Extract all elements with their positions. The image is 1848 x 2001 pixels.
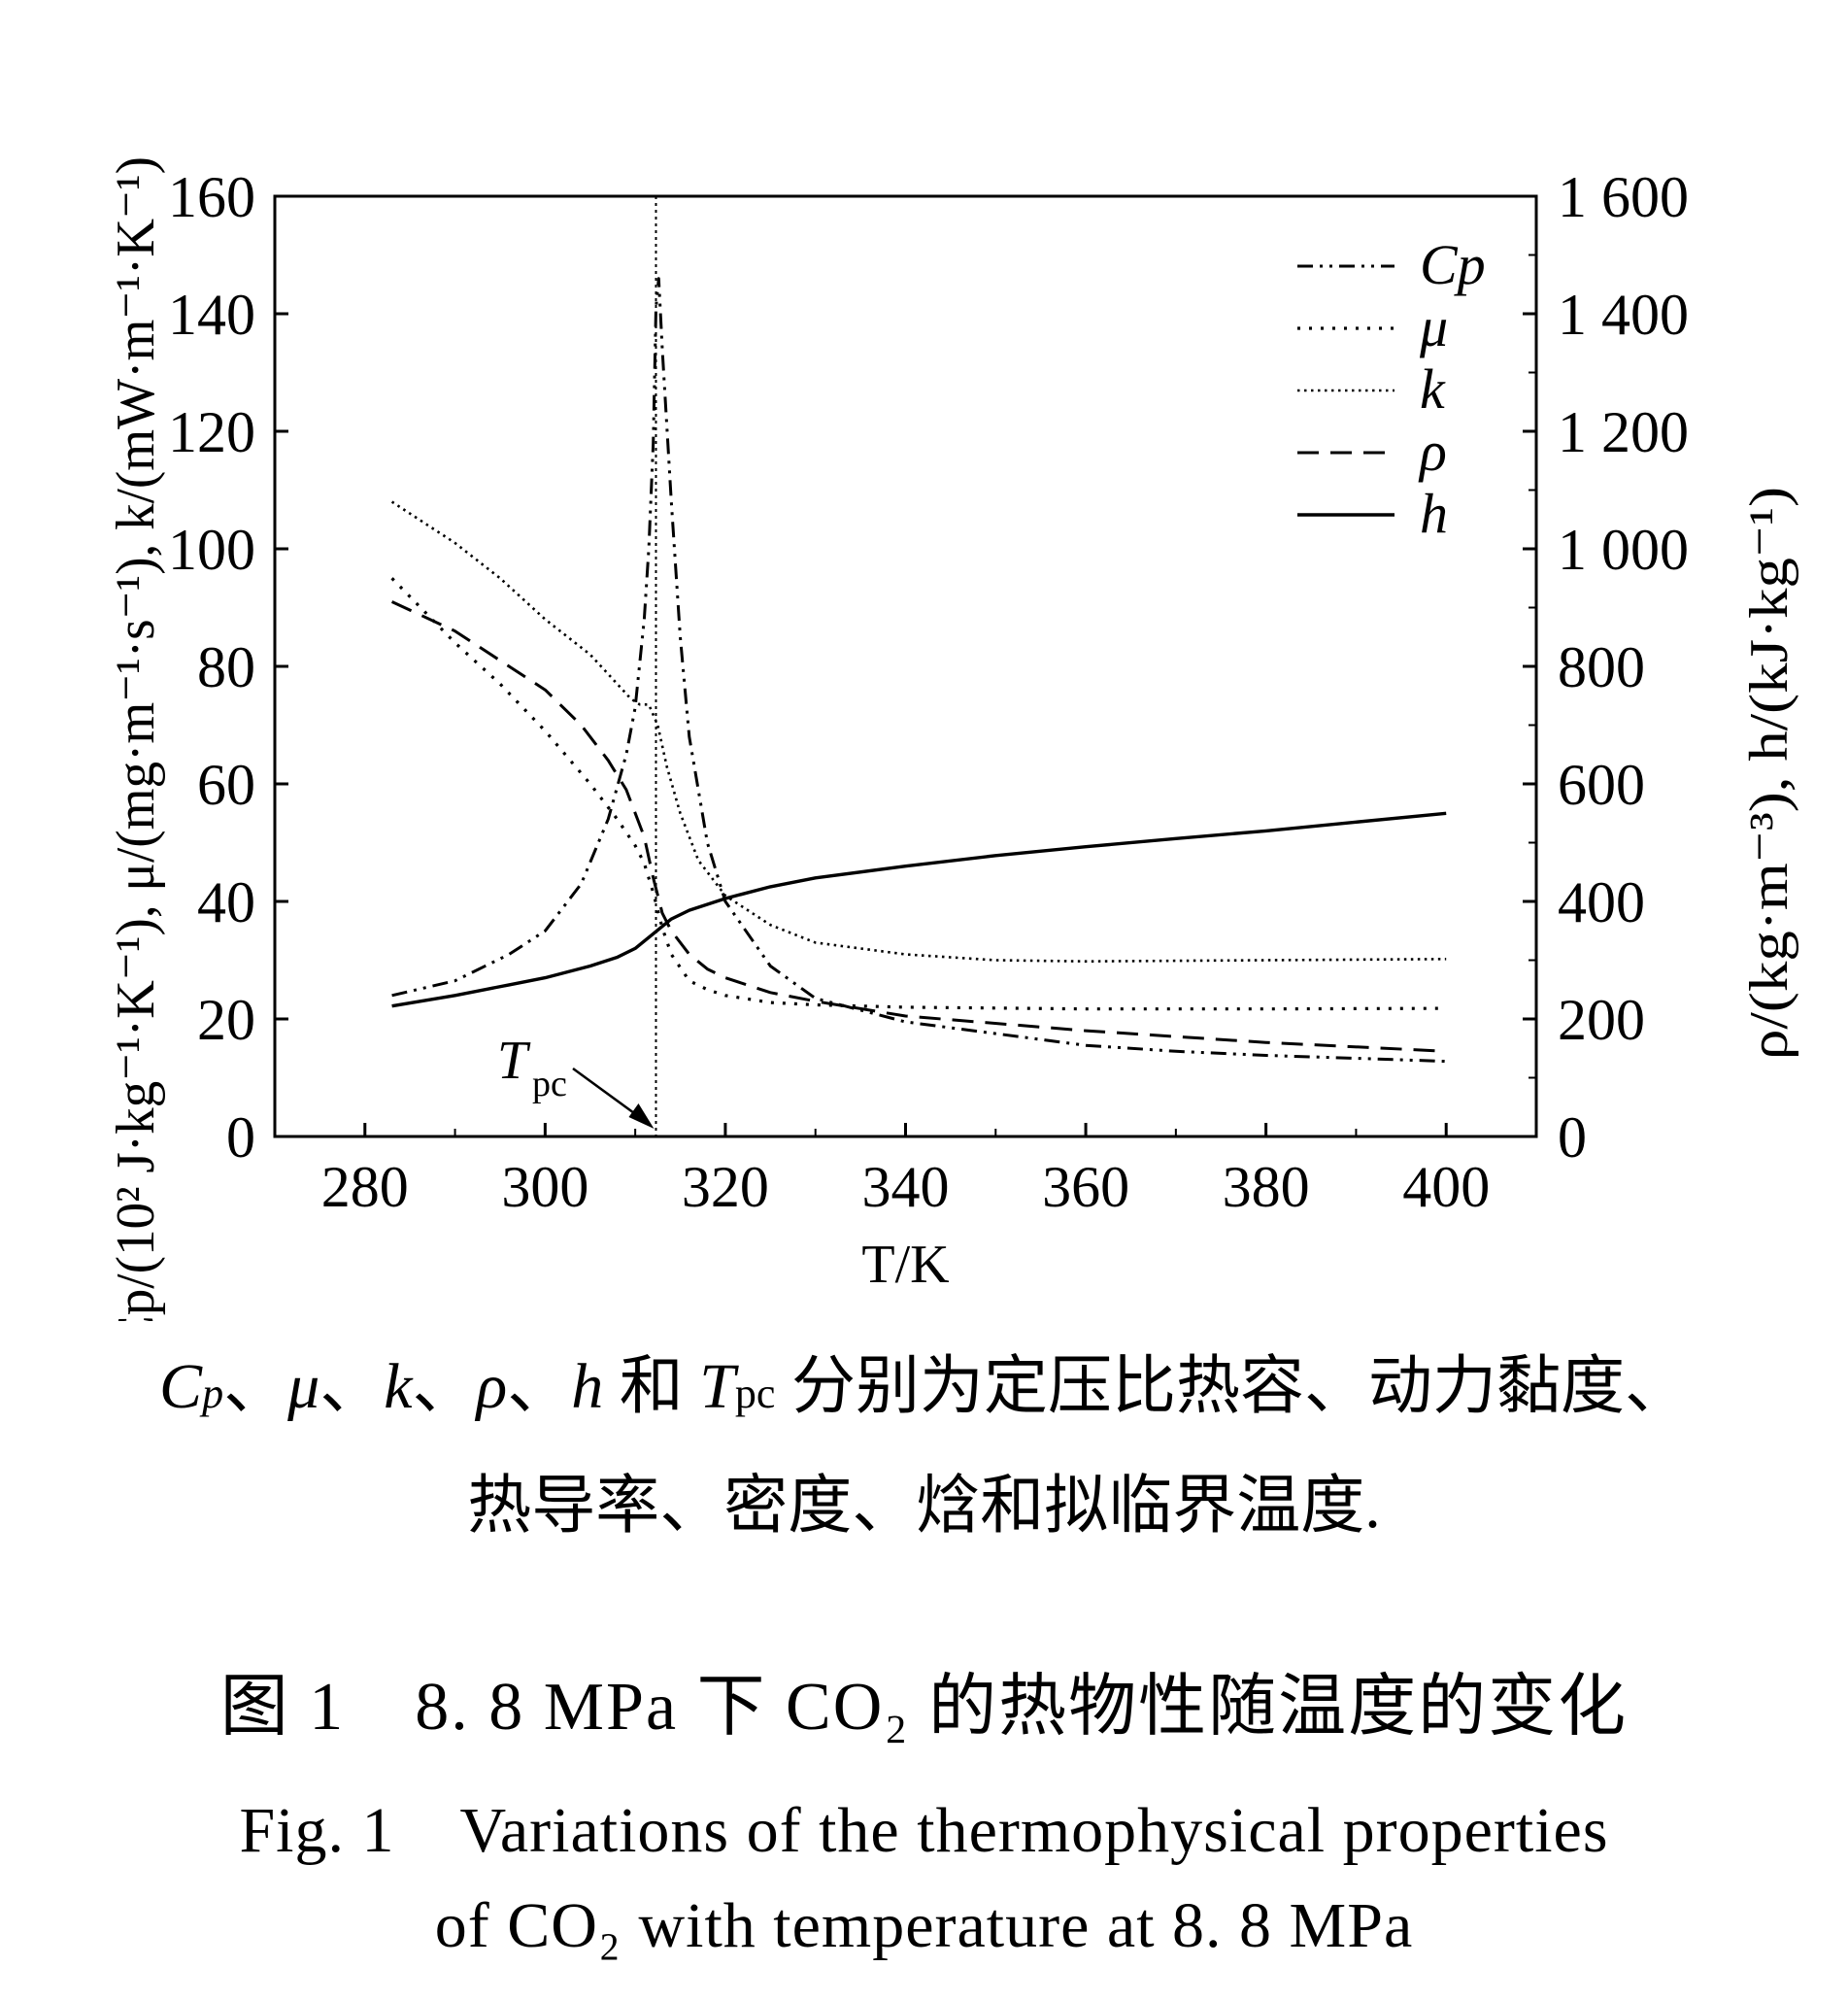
right-y-tick-label: 1 200 [1558, 400, 1689, 464]
left-y-tick-label: 0 [226, 1105, 255, 1170]
legend-label-3: ρ [1418, 420, 1447, 483]
left-y-tick-label: 100 [168, 518, 255, 582]
x-axis-label: T/K [861, 1235, 949, 1295]
tpc-arrow-head [628, 1103, 655, 1129]
series-line-4 [391, 811, 1447, 1008]
series-line-1 [390, 577, 1447, 1011]
left-y-tick-label: 140 [168, 283, 255, 347]
figure-title-en-line-2: of CO₂ with temperature at 8. 8 MPa [434, 1890, 1414, 1961]
x-tick-label: 340 [862, 1155, 950, 1219]
right-y-tick-label: 600 [1558, 753, 1645, 817]
right-y-tick-label: 400 [1558, 870, 1645, 934]
right-y-tick-label: 200 [1558, 988, 1645, 1052]
series-line-3 [390, 600, 1447, 1053]
x-tick-label: 400 [1402, 1155, 1490, 1219]
left-y-tick-label: 120 [168, 400, 255, 464]
right-y-tick-label: 1 600 [1558, 165, 1689, 229]
plot-frame [273, 194, 1538, 1138]
right-y-tick-label: 1 400 [1558, 283, 1689, 347]
left-y-tick-label: 60 [197, 753, 255, 817]
legend-label-1: μ [1419, 295, 1448, 358]
legend-label-2: k [1420, 357, 1446, 421]
plot-area [273, 194, 1538, 1138]
x-tick-label: 360 [1042, 1155, 1129, 1219]
x-tick-label: 380 [1223, 1155, 1310, 1219]
figure-title-en-line-1: Fig. 1 Variations of the thermophysical … [239, 1795, 1609, 1866]
x-tick-label: 320 [682, 1155, 769, 1219]
tpc-label-sub: pc [532, 1064, 567, 1104]
figure-note-line-1: Cp、μ、k、ρ、h 和 Tpc 分别为定压比热容、动力黏度、 [159, 1351, 1689, 1422]
figure-title-cn: 图 1 8. 8 MPa 下 CO₂ 的热物性随温度的变化 [219, 1670, 1629, 1745]
right-y-tick-label: 800 [1558, 635, 1645, 699]
right-y-tick-label: 0 [1558, 1105, 1587, 1170]
series-lines [390, 277, 1447, 1064]
legend-label-4: h [1420, 482, 1448, 545]
legend-label-0: Cp [1420, 233, 1486, 296]
left-y-tick-label: 20 [197, 988, 255, 1052]
tpc-label: T [497, 1031, 531, 1091]
right-y-axis-label: ρ/(kg·m⁻³), h/(kJ·kg⁻¹) [1739, 487, 1799, 1060]
left-y-tick-label: 160 [168, 165, 255, 229]
axis-ticks: 280 300 320 340 360 380 400 0 20 40 60 80 100 120 140 1… [168, 165, 1689, 1219]
thermophysical-properties-chart: 280 300 320 340 360 380 400 0 20 40 60 80 100 120 140 1… [106, 156, 1799, 1321]
series-line-2 [390, 500, 1447, 963]
right-y-tick-label: 1 000 [1558, 518, 1689, 582]
left-y-tick-label: 40 [197, 870, 255, 934]
figure-note-line-2: 热导率、密度、焓和拟临界温度. [467, 1471, 1381, 1542]
left-y-axis-label: Cp/(10² J·kg⁻¹·K⁻¹), μ/(mg·m⁻¹·s⁻¹), k/(… [106, 156, 166, 1321]
left-y-tick-label: 80 [197, 635, 255, 699]
x-tick-label: 280 [321, 1155, 409, 1219]
x-tick-label: 300 [501, 1155, 588, 1219]
series-line-0 [391, 277, 1447, 1064]
